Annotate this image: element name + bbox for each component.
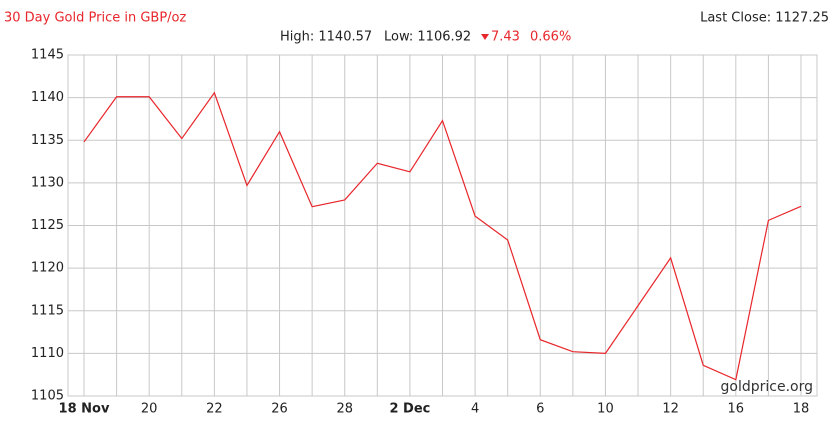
x-tick-label: 2 Dec <box>389 402 430 417</box>
stat-change: 7.43 <box>491 30 520 45</box>
y-tick-label: 1145 <box>31 48 64 63</box>
chart-title: 30 Day Gold Price in GBP/oz <box>4 11 186 26</box>
x-tick-label: 28 <box>336 402 353 417</box>
y-tick-label: 1105 <box>31 389 64 404</box>
y-tick-label: 1110 <box>31 346 64 361</box>
y-tick-label: 1130 <box>31 175 64 190</box>
x-tick-label: 10 <box>597 402 614 417</box>
stat-low: Low: 1106.92 <box>384 30 471 45</box>
x-tick-label: 6 <box>536 402 544 417</box>
source-watermark: goldprice.org <box>721 379 813 395</box>
x-tick-label: 22 <box>206 402 223 417</box>
x-tick-label: 18 Nov <box>59 402 110 417</box>
y-tick-label: 1115 <box>31 303 64 318</box>
price-line <box>83 91 802 381</box>
stat-change-pct: 0.66% <box>530 30 571 45</box>
down-arrow <box>481 34 489 40</box>
x-tick-label: 4 <box>471 402 479 417</box>
stat-high: High: 1140.57 <box>280 30 372 45</box>
last-close: Last Close: 1127.25 <box>700 11 829 26</box>
y-tick-label: 1125 <box>31 218 64 233</box>
y-tick-label: 1120 <box>31 261 64 276</box>
y-tick-label: 1140 <box>31 90 64 105</box>
x-tick-label: 12 <box>662 402 679 417</box>
x-tick-label: 20 <box>141 402 158 417</box>
x-tick-label: 18 <box>793 402 810 417</box>
x-tick-label: 26 <box>271 402 288 417</box>
x-tick-label: 16 <box>728 402 745 417</box>
y-tick-label: 1135 <box>31 133 64 148</box>
